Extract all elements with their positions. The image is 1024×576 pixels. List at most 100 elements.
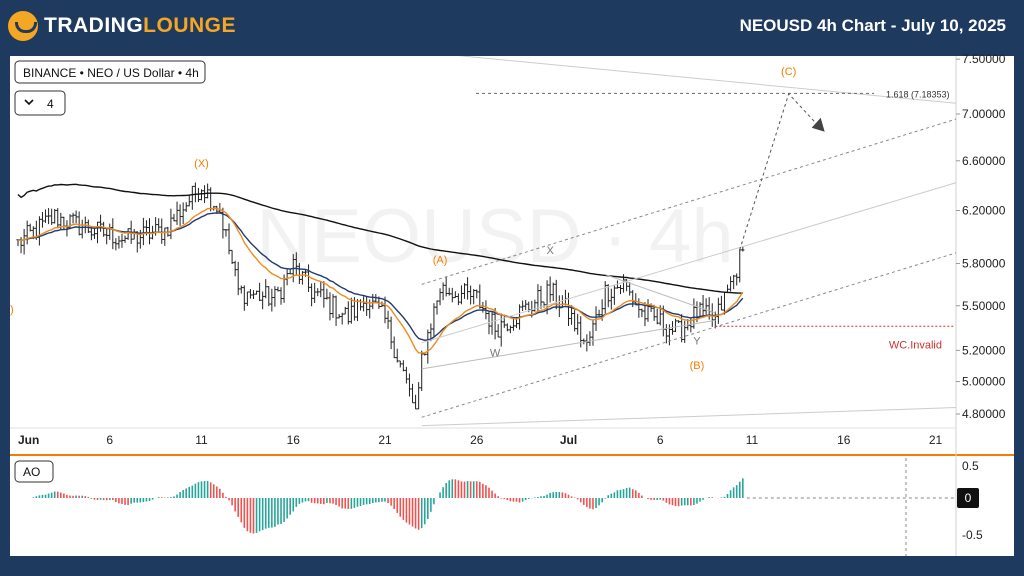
price-bar: [728, 276, 733, 292]
price-bar: [261, 291, 265, 310]
time-tick-label: 16: [837, 433, 851, 447]
price-bar: [410, 383, 415, 404]
wave-label: W: [490, 347, 501, 359]
price-bar: [114, 238, 118, 251]
price-bar: [392, 336, 396, 359]
price-bar: [361, 296, 366, 312]
projection-arrow-icon: [811, 117, 825, 132]
price-bar: [478, 284, 482, 309]
price-bar: [664, 324, 668, 344]
price-bar: [475, 289, 479, 299]
tradinglounge-logo: TRADINGLOUNGE: [8, 6, 236, 46]
price-tick-label: 4.80000: [962, 407, 1006, 421]
price-bar: [441, 282, 445, 301]
price-bar: [420, 350, 424, 392]
price-bar: [447, 287, 451, 296]
price-bar: [28, 223, 32, 232]
ao-tick-label: -0.5: [962, 528, 983, 542]
price-bar: [646, 299, 650, 322]
price-bar: [426, 329, 430, 364]
price-bar: [462, 283, 467, 299]
price-bar: [56, 208, 60, 229]
price-bar: [239, 285, 243, 294]
time-tick-label: 11: [195, 433, 208, 447]
price-tick-label: 5.50000: [962, 299, 1006, 313]
price-bar: [521, 300, 525, 312]
price-bar: [120, 233, 124, 248]
price-bar: [548, 276, 552, 303]
price-bar: [224, 229, 228, 237]
price-bar: [511, 317, 516, 331]
time-tick-label: 21: [378, 433, 392, 447]
price-bar: [233, 260, 237, 277]
price-bar: [490, 311, 494, 335]
price-bar: [25, 220, 29, 245]
price-bar: [594, 306, 598, 331]
price-bar: [386, 310, 390, 329]
page-title: NEOUSD 4h Chart - July 10, 2025: [739, 16, 1006, 35]
price-bar: [218, 203, 222, 214]
axes: 7.50000 7.00000 6.60000 6.20000 5.80000 5.500…: [18, 52, 1006, 556]
price-bar: [331, 294, 335, 319]
watermark: NEOUSD · 4h: [256, 194, 733, 279]
price-bar: [322, 281, 326, 308]
price-bar: [652, 304, 656, 321]
symbol-legend-box[interactable]: [14, 60, 206, 84]
wave-label: (A): [433, 255, 448, 267]
price-bar: [102, 221, 106, 237]
price-bar: [576, 313, 580, 335]
price-bar: [673, 318, 678, 333]
price-bar: [325, 288, 329, 300]
price-bar: [300, 270, 305, 285]
price-bar: [74, 210, 78, 223]
price-bar: [573, 310, 577, 332]
wave-label: (B): [690, 360, 705, 372]
chart-background: [10, 56, 1014, 556]
time-tick-label: Jun: [18, 433, 39, 447]
price-tick-label: 7.00000: [962, 107, 1006, 121]
price-bar: [117, 235, 121, 249]
ao-legend-box[interactable]: [14, 460, 54, 483]
price-bar: [459, 285, 464, 305]
price-bar: [465, 277, 470, 300]
price-bar: [285, 269, 289, 286]
price-bar: [206, 183, 210, 199]
base-trend-line: [421, 407, 956, 427]
price-bar: [588, 331, 592, 347]
price-bar: [169, 208, 173, 240]
price-bar: [267, 286, 271, 307]
price-bar: [732, 274, 736, 290]
price-bar: [585, 334, 589, 352]
price-bar: [413, 394, 418, 410]
price-bar: [328, 292, 332, 321]
price-bar: [349, 297, 353, 324]
price-bar: [719, 295, 724, 311]
price-bar: [432, 303, 436, 338]
price-bar: [53, 208, 57, 224]
chevron-down-icon: [24, 99, 34, 106]
price-bar: [677, 320, 681, 323]
price-bar: [157, 218, 161, 232]
price-tick-label: 7.50000: [962, 52, 1006, 66]
price-bar: [551, 282, 555, 302]
price-bar: [481, 301, 485, 313]
price-bar: [401, 360, 405, 372]
price-bar: [505, 323, 509, 332]
ao-legend: AO: [23, 465, 40, 479]
wave-label: (C): [781, 66, 796, 78]
price-bar: [190, 185, 194, 210]
top-trend-line: [457, 56, 956, 104]
indicators-toggle-button[interactable]: [14, 90, 66, 116]
price-bar: [279, 287, 283, 305]
price-bar: [417, 382, 421, 410]
price-bar: [404, 366, 409, 384]
price-bar: [456, 293, 460, 306]
price-bar: [334, 295, 338, 326]
price-bar: [701, 294, 705, 318]
price-bar: [612, 285, 616, 305]
fib-level-label: 1.618 (7.18353): [886, 89, 950, 99]
price-bar: [46, 208, 51, 225]
wave-label: X: [546, 245, 554, 257]
price-bar: [126, 228, 130, 240]
price-bar: [395, 348, 399, 363]
